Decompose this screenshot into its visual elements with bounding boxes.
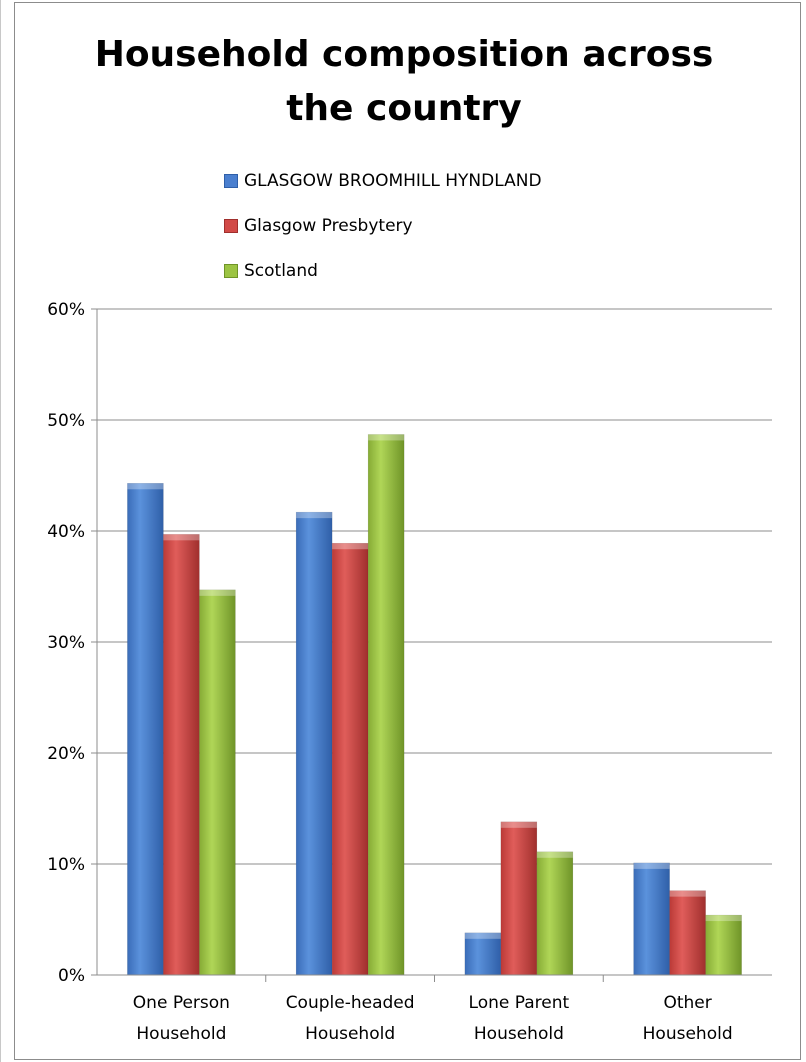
bar-top-highlight bbox=[296, 512, 333, 519]
legend-swatch-presbytery bbox=[224, 218, 238, 233]
legend-label-broomhill: GLASGOW BROOMHILL HYNDLAND bbox=[244, 170, 542, 191]
bar bbox=[331, 542, 369, 976]
bar-top-highlight bbox=[332, 543, 369, 550]
bar-top-highlight bbox=[127, 483, 164, 490]
x-category-label: Other bbox=[663, 993, 711, 1013]
bar bbox=[633, 862, 670, 976]
legend-swatch-broomhill bbox=[224, 173, 238, 188]
y-tick-label: 0% bbox=[58, 966, 85, 986]
legend-label-presbytery: Glasgow Presbytery bbox=[244, 215, 413, 236]
page-edge-rule bbox=[0, 0, 1, 1062]
bar-top-highlight bbox=[163, 534, 200, 541]
bar-top-highlight bbox=[536, 851, 573, 858]
legend-label-scotland: Scotland bbox=[244, 260, 318, 281]
chart-title-line-2: the country bbox=[286, 88, 522, 129]
chart-legend: GLASGOW BROOMHILL HYNDLAND Glasgow Presb… bbox=[224, 158, 542, 293]
bar-top-highlight bbox=[368, 434, 405, 441]
bar bbox=[500, 821, 538, 976]
legend-item-presbytery: Glasgow Presbytery bbox=[224, 203, 542, 248]
bar bbox=[367, 434, 405, 976]
x-category-label: Couple-headed bbox=[286, 993, 415, 1013]
bar bbox=[464, 932, 502, 976]
chart-title: Household composition across the country bbox=[94, 28, 714, 136]
x-category-label: Household bbox=[136, 1024, 226, 1044]
chart-title-line-1: Household composition across bbox=[94, 34, 714, 75]
legend-item-broomhill: GLASGOW BROOMHILL HYNDLAND bbox=[224, 158, 542, 203]
x-category-label: Household bbox=[643, 1024, 733, 1044]
x-category-label: Lone Parent bbox=[469, 993, 570, 1013]
x-category-label: Household bbox=[305, 1024, 395, 1044]
x-category-label: One Person bbox=[133, 993, 230, 1013]
x-category-label: Household bbox=[474, 1024, 564, 1044]
bar bbox=[295, 511, 333, 976]
y-tick-label: 20% bbox=[47, 744, 85, 764]
bar-top-highlight bbox=[464, 932, 501, 939]
y-tick-label: 40% bbox=[47, 522, 85, 542]
bar bbox=[199, 589, 236, 976]
bar bbox=[705, 914, 742, 976]
y-tick-label: 30% bbox=[47, 633, 85, 653]
bar-top-highlight bbox=[199, 589, 236, 596]
bar-top-highlight bbox=[705, 915, 742, 922]
bar-top-highlight bbox=[669, 890, 706, 897]
legend-swatch-scotland bbox=[224, 263, 238, 278]
bar-top-highlight bbox=[500, 821, 537, 828]
legend-item-scotland: Scotland bbox=[224, 248, 542, 293]
y-tick-label: 60% bbox=[47, 300, 85, 320]
y-tick-label: 10% bbox=[47, 855, 85, 875]
bar bbox=[163, 534, 200, 976]
bar-top-highlight bbox=[633, 862, 670, 869]
y-tick-label: 50% bbox=[47, 411, 85, 431]
bar bbox=[127, 483, 164, 976]
bar bbox=[669, 890, 706, 976]
bar bbox=[536, 851, 574, 976]
